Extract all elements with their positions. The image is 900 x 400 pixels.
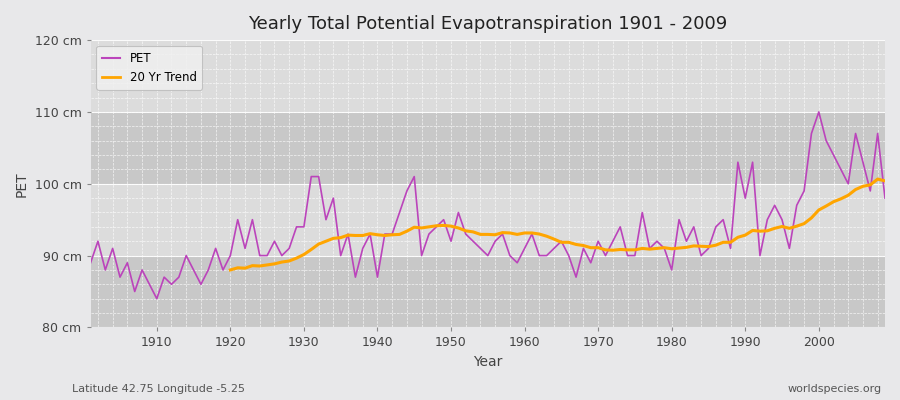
- Text: Latitude 42.75 Longitude -5.25: Latitude 42.75 Longitude -5.25: [72, 384, 245, 394]
- Bar: [91, 40, 885, 112]
- Bar: [91, 256, 885, 328]
- Bar: [91, 112, 885, 184]
- X-axis label: Year: Year: [473, 355, 502, 369]
- Text: worldspecies.org: worldspecies.org: [788, 384, 882, 394]
- Title: Yearly Total Potential Evapotranspiration 1901 - 2009: Yearly Total Potential Evapotranspiratio…: [248, 15, 727, 33]
- Y-axis label: PET: PET: [15, 171, 29, 196]
- Legend: PET, 20 Yr Trend: PET, 20 Yr Trend: [96, 46, 202, 90]
- Bar: [91, 184, 885, 256]
